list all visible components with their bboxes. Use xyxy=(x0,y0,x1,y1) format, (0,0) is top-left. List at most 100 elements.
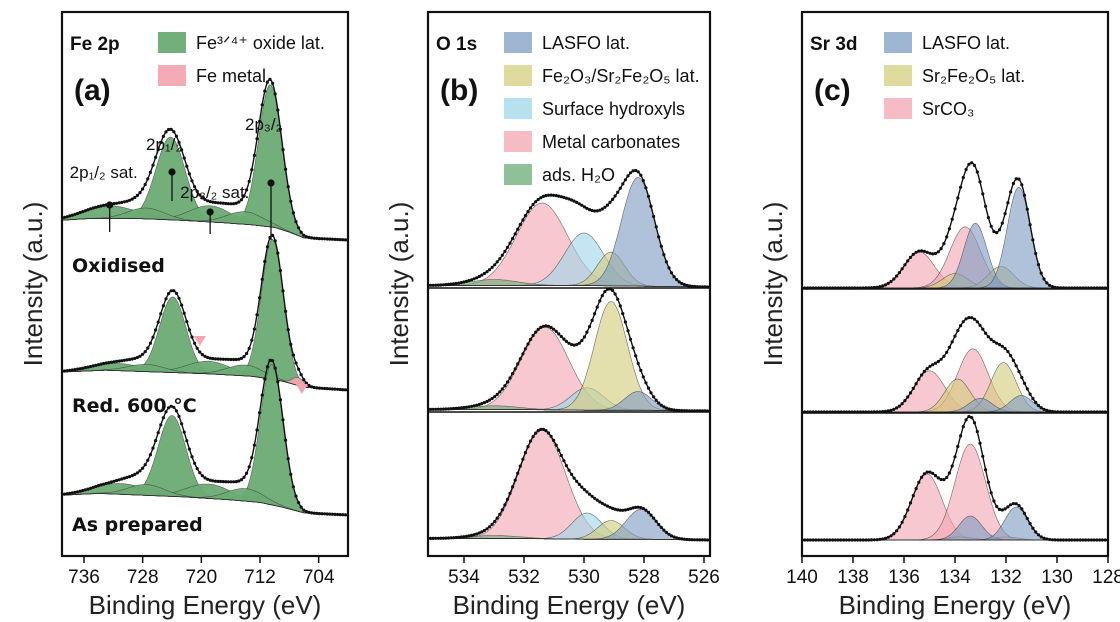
legend-swatch-green xyxy=(158,32,186,53)
x-axis: 534 532 530 528 526 xyxy=(448,556,720,588)
data-point xyxy=(641,506,645,511)
legend-swatch-olive xyxy=(884,65,912,86)
data-point xyxy=(86,487,90,491)
panel-letter: (b) xyxy=(440,74,478,107)
spectrum-3 xyxy=(802,415,1108,542)
data-point xyxy=(917,377,921,381)
data-point xyxy=(429,407,433,411)
data-point xyxy=(431,283,435,287)
data-point xyxy=(587,208,592,212)
legend-entry: LASFO lat. xyxy=(922,33,1010,53)
data-point xyxy=(967,162,971,166)
data-point xyxy=(276,108,280,112)
data-points xyxy=(62,233,348,392)
data-point xyxy=(939,247,943,251)
data-point xyxy=(1017,177,1021,181)
data-point xyxy=(330,387,334,391)
data-point xyxy=(436,407,440,411)
data-point xyxy=(508,491,512,495)
data-point xyxy=(180,148,184,152)
data-point xyxy=(234,201,238,205)
data-point xyxy=(972,421,977,425)
data-point xyxy=(669,534,674,538)
data-point xyxy=(182,156,186,160)
data-point xyxy=(600,207,604,211)
annotation-dot xyxy=(106,201,114,209)
data-point xyxy=(195,467,199,471)
data-point xyxy=(485,527,489,531)
data-point xyxy=(541,427,546,431)
data-point xyxy=(685,537,689,542)
data-point xyxy=(297,367,301,371)
data-point xyxy=(853,538,857,542)
data-point xyxy=(297,226,301,230)
data-point xyxy=(65,492,69,496)
data-point xyxy=(304,510,308,514)
data-point xyxy=(336,237,340,242)
data-point xyxy=(172,130,176,134)
data-point xyxy=(682,283,687,287)
data-point xyxy=(203,476,207,480)
data-point xyxy=(636,505,640,509)
data-point xyxy=(914,382,918,386)
data-point xyxy=(68,491,72,495)
data-point xyxy=(177,140,181,144)
data-point xyxy=(498,512,502,516)
data-point xyxy=(219,479,223,484)
data-point xyxy=(96,484,100,488)
data-point xyxy=(143,463,147,467)
data-point xyxy=(523,214,528,218)
baseline xyxy=(62,492,348,516)
data-point xyxy=(1006,201,1010,205)
data-point xyxy=(541,194,546,198)
data-point xyxy=(961,175,965,180)
data-point xyxy=(652,214,656,219)
data-point xyxy=(858,538,863,542)
data-point xyxy=(933,251,938,256)
data-point xyxy=(1017,504,1021,508)
core-level-label: O 1s xyxy=(436,34,477,55)
data-point xyxy=(446,407,451,411)
data-point xyxy=(446,282,451,286)
data-point xyxy=(226,202,230,206)
data-point xyxy=(531,202,535,207)
spectrum-3 xyxy=(428,427,710,542)
data-point xyxy=(613,292,617,296)
data-point xyxy=(669,271,674,275)
data-point xyxy=(922,369,927,373)
data-point xyxy=(1045,408,1049,412)
data-point xyxy=(76,211,80,216)
data-point xyxy=(330,237,334,241)
data-point xyxy=(1089,538,1093,542)
data-point xyxy=(598,500,602,504)
data-point xyxy=(431,407,435,411)
data-point xyxy=(564,196,569,200)
data-point xyxy=(128,357,132,362)
data-point xyxy=(294,361,298,365)
data-point xyxy=(933,474,938,478)
data-point xyxy=(906,508,910,512)
data-point xyxy=(611,506,615,510)
baseline xyxy=(428,538,710,541)
data-point xyxy=(1039,406,1043,410)
data-point xyxy=(677,280,681,284)
legend-swatch-olive xyxy=(504,65,532,86)
data-point xyxy=(1017,369,1021,374)
data-point xyxy=(439,407,443,411)
data-point xyxy=(268,77,272,81)
data-point xyxy=(133,195,137,200)
data-point xyxy=(693,538,697,542)
data-point xyxy=(536,429,540,433)
data-point xyxy=(317,511,321,516)
data-point xyxy=(470,533,474,538)
data-point xyxy=(198,193,202,197)
data-point xyxy=(567,468,571,472)
plot-area xyxy=(428,168,710,542)
data-point xyxy=(141,187,145,191)
data-point xyxy=(872,538,876,542)
data-point xyxy=(531,435,535,439)
data-point xyxy=(939,477,943,482)
data-point xyxy=(593,312,597,316)
data-point xyxy=(444,407,448,411)
